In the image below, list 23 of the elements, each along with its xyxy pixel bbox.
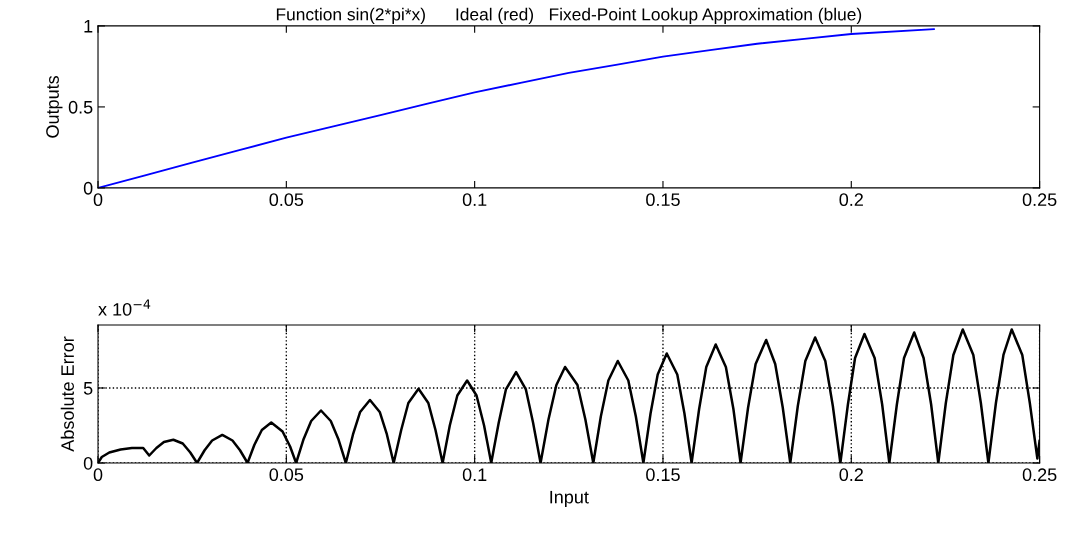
y-tick-label: 0.5 <box>68 100 93 114</box>
x-tick-label: 0.25 <box>1022 193 1057 207</box>
x-tick-label: 0.05 <box>269 193 304 207</box>
x-tick-label: 0.1 <box>462 193 487 207</box>
x-tick-label: 0.15 <box>646 193 680 207</box>
x-tick-label: 0.25 <box>1022 468 1057 482</box>
y-axis-title: Outputs <box>46 75 63 138</box>
x-tick-label: 0.1 <box>462 468 487 482</box>
chart-title: Function sin(2*pi*x) Ideal (red) Fixed-Point Lookup Approximation (blue) <box>276 7 862 24</box>
x-tick-label: 0.15 <box>646 468 680 482</box>
x-tick-label: 0.2 <box>839 193 863 207</box>
x-tick-label: 0.05 <box>269 468 304 482</box>
x-tick-label: 0.2 <box>839 468 863 482</box>
x-tick-label: 0 <box>93 193 103 207</box>
text: x 10$^{−4}$ <box>98 299 151 316</box>
y-tick-label: 0 <box>83 456 93 470</box>
x-tick-label: 0 <box>93 468 103 482</box>
y-axis-title: Absolute Error <box>60 336 74 452</box>
y-tick-label: 5 <box>83 382 93 395</box>
y-tick-label: 1 <box>84 20 93 33</box>
line-series <box>98 28 936 188</box>
x-axis-title: Input <box>550 490 589 508</box>
y-tick-label: 0 <box>83 181 93 195</box>
